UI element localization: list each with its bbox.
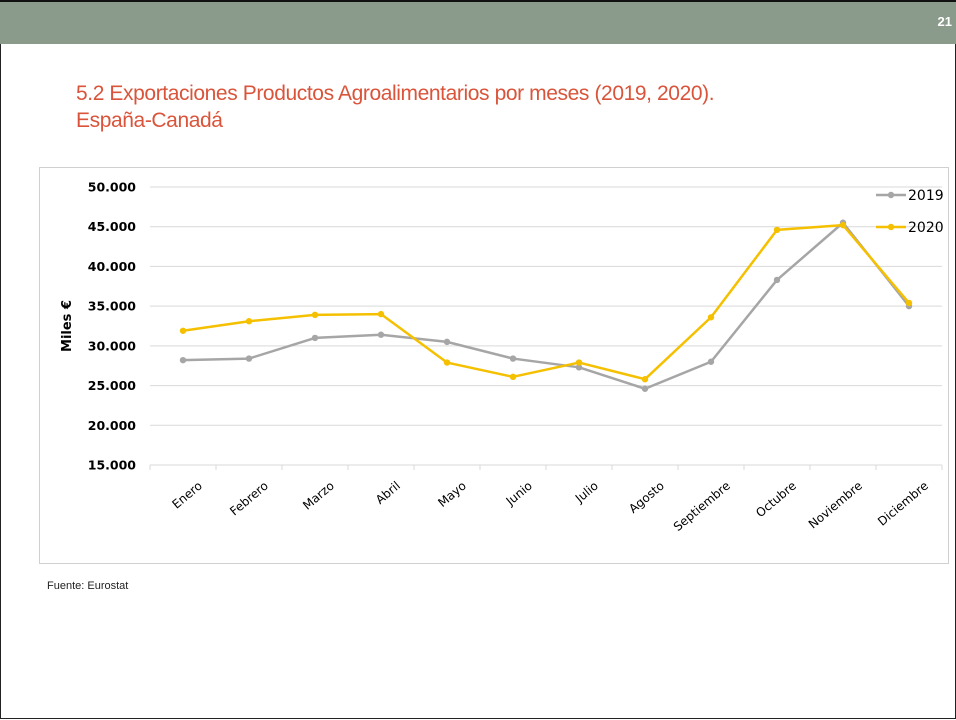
y-tick-label: 50.000 — [88, 180, 137, 195]
x-tick-label: Junio — [503, 479, 535, 509]
legend-marker-2020 — [887, 223, 895, 231]
y-tick-label: 25.000 — [88, 378, 137, 393]
x-tick-label: Enero — [169, 479, 204, 512]
data-point-2019 — [443, 338, 451, 346]
x-tick-label: Diciembre — [875, 479, 931, 529]
x-tick-label: Julio — [572, 479, 601, 507]
line-chart: 15.000 20.000 25.000 30.000 35.000 40.000 45.0… — [60, 180, 944, 534]
data-point-2020 — [311, 311, 319, 319]
data-point-2019 — [245, 355, 253, 362]
legend-label-2020: 2020 — [908, 220, 944, 236]
data-point-2019 — [773, 276, 781, 284]
y-tick-label: 40.000 — [88, 259, 137, 274]
data-point-2019 — [641, 385, 649, 392]
y-tick-label: 45.000 — [88, 219, 137, 234]
data-point-2019 — [377, 331, 385, 338]
data-point-2019 — [179, 356, 187, 364]
legend-marker-2019 — [887, 191, 895, 199]
series-line-2019 — [182, 221, 910, 390]
data-point-2020 — [179, 327, 187, 334]
data-point-2020 — [575, 359, 583, 366]
data-point-2019 — [311, 334, 319, 342]
slide-title-line-1: 5.2 Exportaciones Productos Agroalimenta… — [76, 82, 715, 105]
slide-header-bar: 21 — [0, 0, 956, 44]
data-point-2020 — [245, 318, 253, 325]
y-tick-label: 35.000 — [88, 299, 137, 314]
x-tick-label: Marzo — [300, 479, 337, 513]
x-tick-label: Mayo — [435, 479, 469, 510]
x-tick-label: Septiembre — [671, 479, 733, 534]
source-note: Fuente: Eurostat — [47, 580, 129, 592]
x-tick-label: Agosto — [626, 479, 667, 516]
data-point-2020 — [773, 226, 781, 234]
data-point-2020 — [641, 376, 649, 383]
data-point-2020 — [905, 299, 913, 307]
x-tick-label: Octubre — [753, 479, 799, 521]
data-point-2019 — [575, 364, 583, 371]
data-point-2020 — [509, 373, 517, 381]
data-point-2020 — [839, 221, 847, 229]
legend-label-2019: 2019 — [908, 188, 944, 204]
y-tick-label: 30.000 — [88, 338, 137, 353]
data-point-2020 — [443, 359, 451, 366]
x-tick-label: Abril — [373, 479, 403, 507]
x-tick-label: Febrero — [227, 479, 271, 519]
data-point-2019 — [509, 355, 517, 362]
slide-title: 5.2 Exportaciones Productos Agroalimenta… — [76, 80, 896, 134]
slide-number: 21 — [937, 14, 952, 29]
y-axis-title: Miles € — [60, 300, 75, 352]
data-point-2020 — [377, 310, 385, 318]
chart-container: 15.000 20.000 25.000 30.000 35.000 40.000 45.0… — [39, 167, 949, 564]
y-tick-label: 15.000 — [88, 458, 137, 473]
slide-title-line-2: España-Canadá — [76, 109, 223, 132]
y-tick-label: 20.000 — [88, 418, 137, 433]
data-point-2020 — [707, 314, 715, 321]
data-point-2019 — [707, 358, 715, 365]
x-tick-label: Noviembre — [806, 479, 865, 532]
series-line-2020 — [182, 223, 910, 381]
